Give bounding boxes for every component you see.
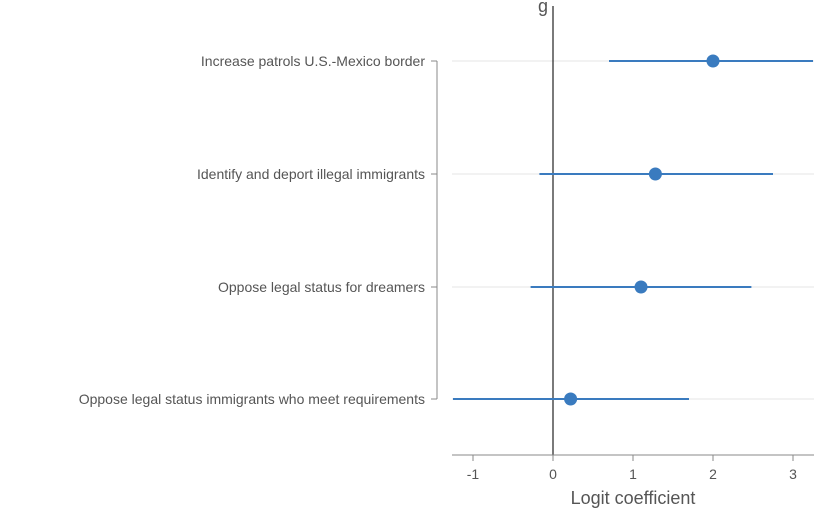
category-label: Oppose legal status for dreamers: [218, 279, 425, 295]
x-tick-label: 1: [629, 466, 637, 482]
x-tick-label: 3: [789, 466, 797, 482]
gridlines: [452, 60, 814, 400]
x-tick-label: 0: [549, 466, 557, 482]
category-labels: Increase patrols U.S.-Mexico border Ident…: [79, 53, 426, 407]
estimate-point: [648, 167, 662, 181]
category-label: Identify and deport illegal immigrants: [197, 166, 425, 182]
estimate-point: [564, 392, 578, 406]
x-tick-label: 2: [709, 466, 717, 482]
category-label: Increase patrols U.S.-Mexico border: [201, 53, 425, 69]
category-label: Oppose legal status immigrants who meet …: [79, 391, 425, 407]
estimate-point: [634, 280, 648, 294]
x-axis-title: Logit coefficient: [571, 488, 696, 508]
estimate-point: [706, 54, 720, 68]
x-tick-label: -1: [467, 466, 480, 482]
x-axis: -1 0 1 2 3: [452, 454, 814, 482]
point-estimates: [564, 54, 720, 406]
confidence-intervals: [453, 60, 813, 400]
y-axis: [431, 60, 438, 400]
chart-title-fragment: g: [538, 0, 548, 16]
